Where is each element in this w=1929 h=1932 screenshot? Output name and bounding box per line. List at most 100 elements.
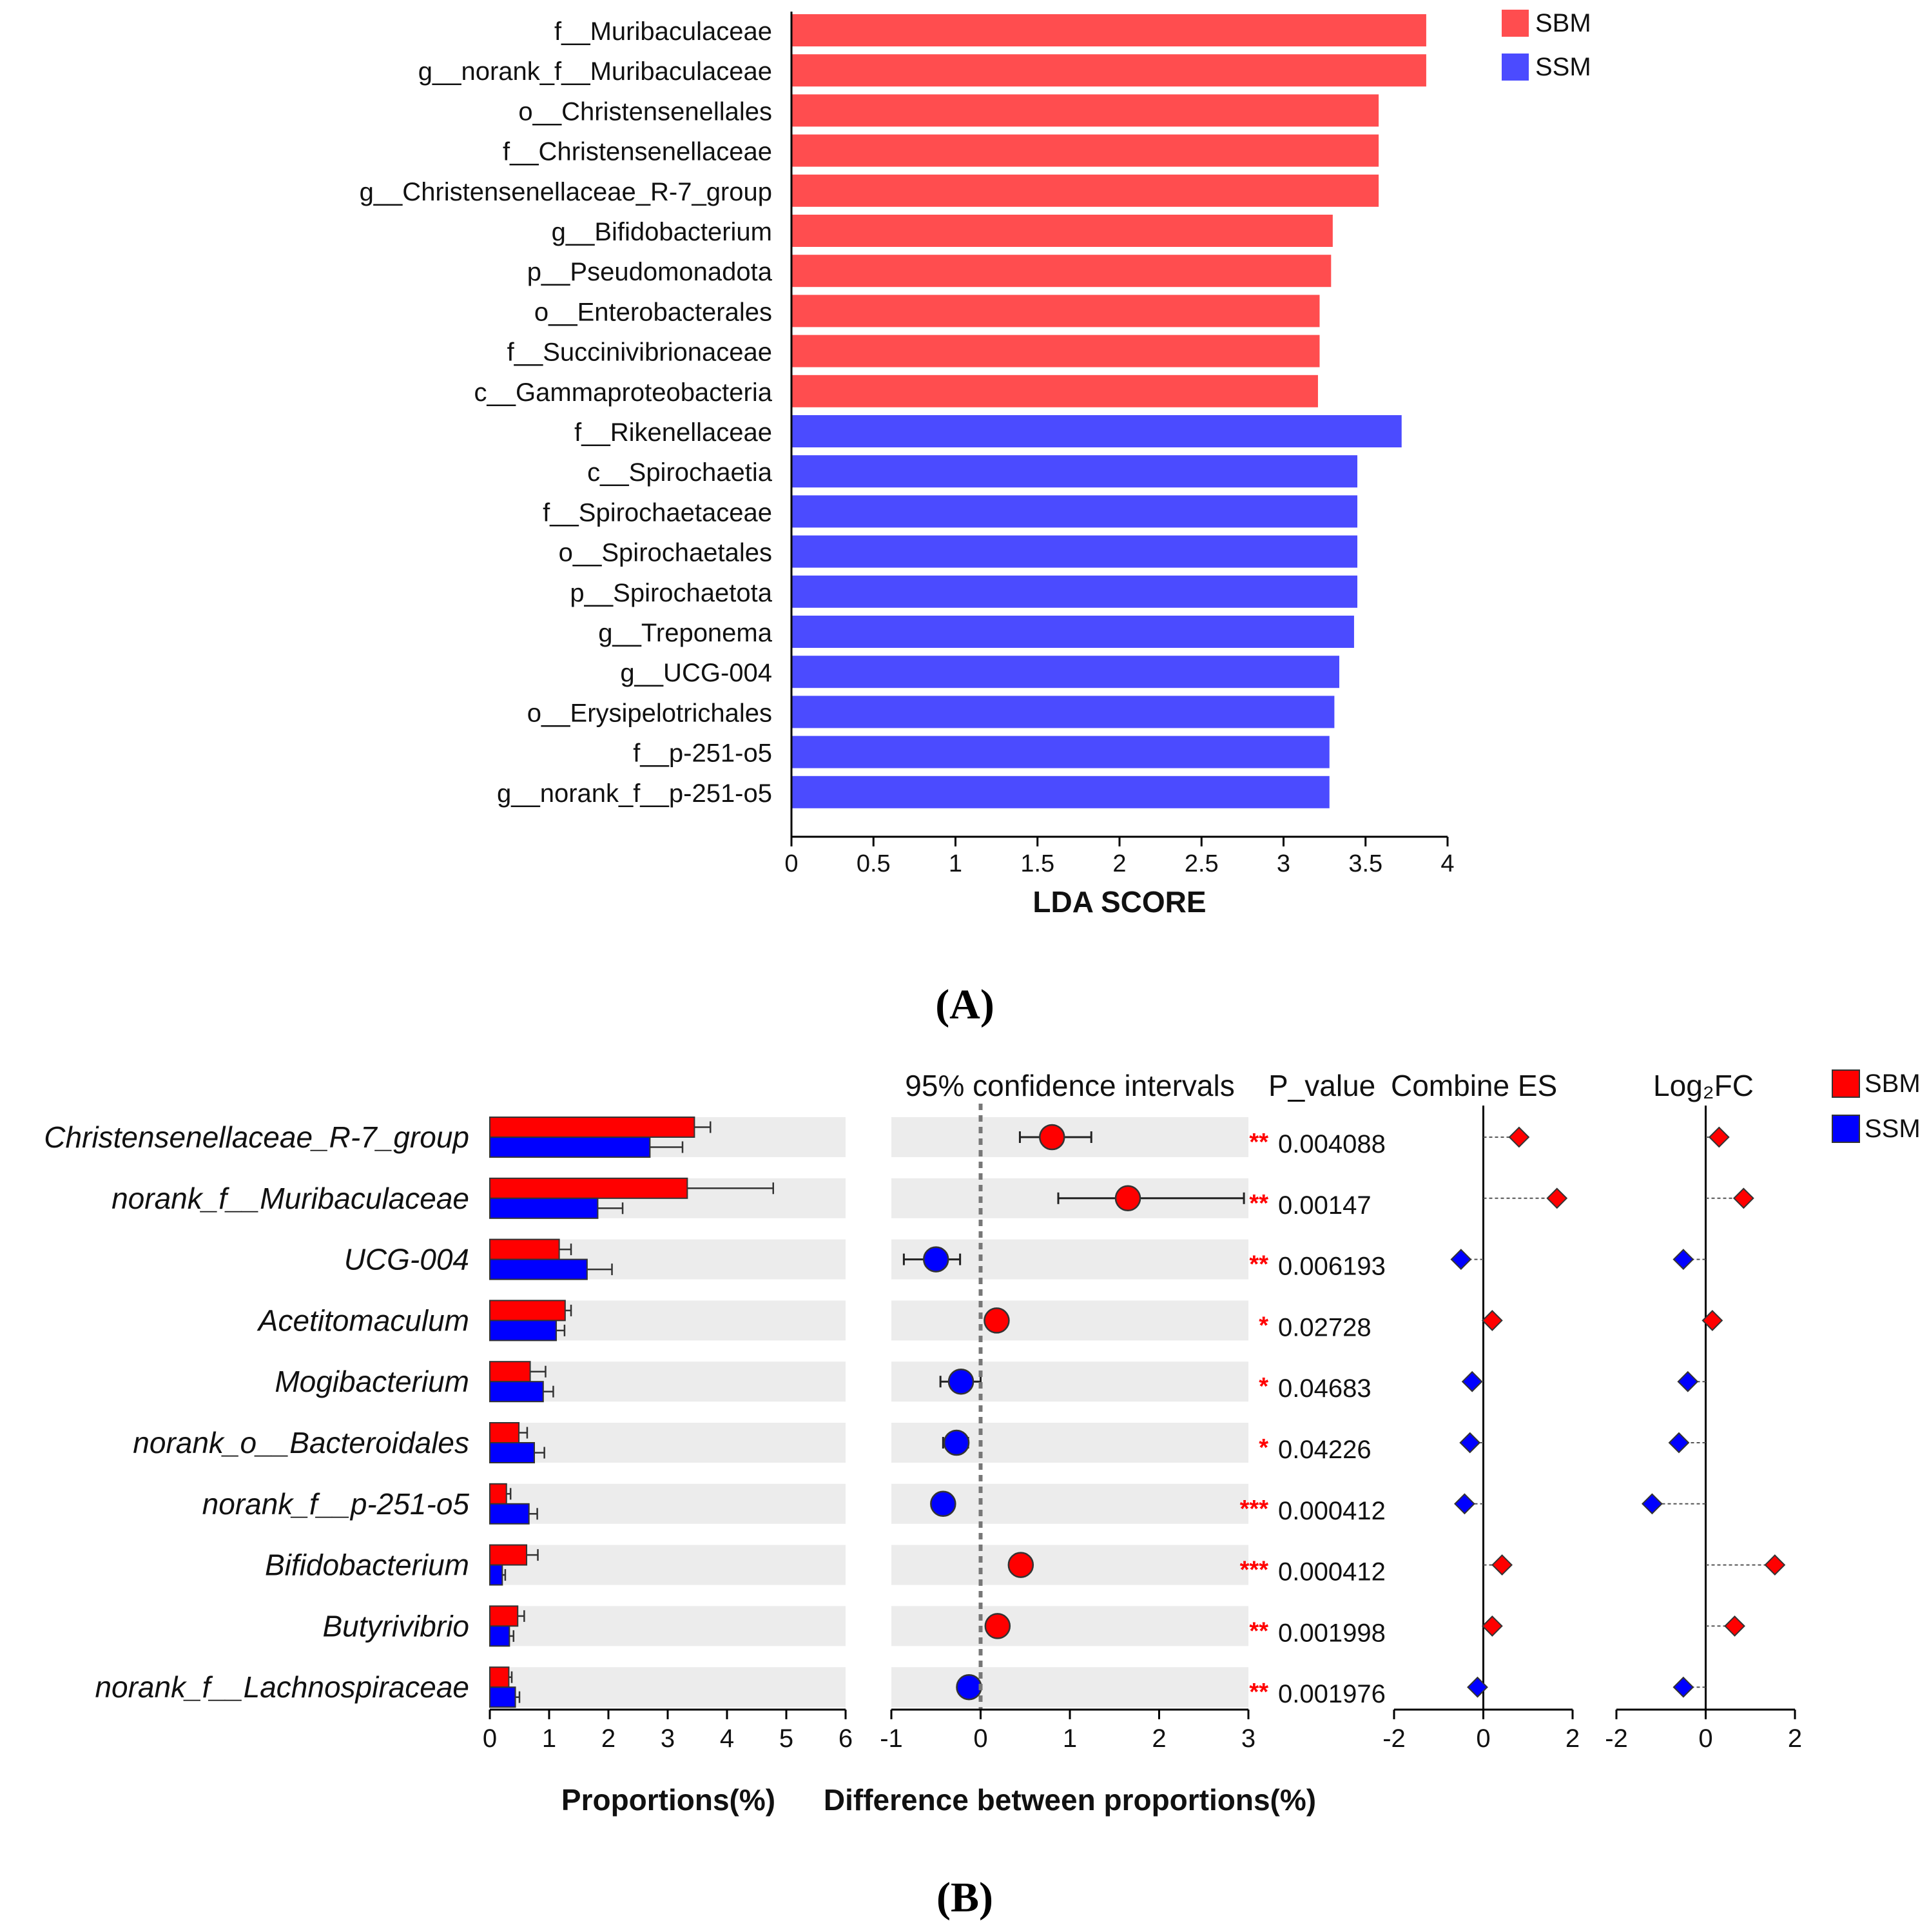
proportion-bar (489, 1666, 510, 1688)
lda-legend: SBM SSM (1502, 9, 1591, 81)
log2fc-x-tick-label: 0 (1698, 1724, 1712, 1753)
lda-category-label: f__Succinivibrionaceae (507, 338, 772, 367)
difference-point (1039, 1124, 1065, 1151)
proportion-bar (489, 1320, 557, 1342)
significance-stars: *** (1240, 1557, 1269, 1584)
panel-b-legend-swatch (1832, 1069, 1860, 1098)
lda-x-tick-label: 3 (1277, 850, 1290, 877)
lda-bar (791, 535, 1358, 568)
significance-stars: ** (1249, 1251, 1268, 1278)
lda-bars (791, 14, 1426, 808)
log2fc-diamond (1724, 1615, 1745, 1637)
lda-x-tick-label: 0.5 (857, 850, 891, 877)
log2fc-diamond (1668, 1432, 1690, 1454)
lda-legend-label: SBM (1535, 9, 1591, 37)
log2fc-diamond (1701, 1309, 1723, 1331)
log2fc-diamond (1641, 1493, 1663, 1515)
panel-b-legend: SBM SSM (1832, 1069, 1921, 1143)
combine-es-diamond (1491, 1554, 1513, 1576)
panel-b-legend-swatch (1832, 1115, 1860, 1143)
difference-points (902, 1104, 1245, 1710)
difference-point (943, 1429, 970, 1456)
lda-category-label: g__norank_f__Muribaculaceae (418, 57, 772, 86)
lda-bar (791, 495, 1358, 528)
lda-bar (791, 174, 1379, 207)
combine-es-x-tick-label: 2 (1565, 1724, 1580, 1753)
lda-category-label: c__Spirochaetia (587, 458, 773, 487)
log2fc-diamond (1732, 1187, 1754, 1209)
p-value: 0.001976 (1278, 1680, 1386, 1708)
lda-category-label: p__Pseudomonadota (527, 258, 773, 286)
proportion-bar (489, 1422, 520, 1443)
lda-category-label: o__Spirochaetales (559, 539, 772, 567)
lda-x-tick-label: 4 (1440, 850, 1454, 877)
genus-label: UCG-004 (344, 1243, 469, 1276)
lda-category-label: f__Christensenellaceae (503, 138, 772, 166)
proportion-row-background (490, 1545, 846, 1585)
proportion-x-tick-label: 0 (483, 1724, 497, 1753)
lda-bar (791, 415, 1402, 447)
p-value: 0.02728 (1278, 1313, 1372, 1342)
lda-legend-swatch (1502, 54, 1529, 81)
lda-bar (791, 295, 1320, 327)
proportion-row-background (490, 1667, 846, 1708)
proportion-bars (489, 1117, 775, 1708)
p-value: 0.00147 (1278, 1191, 1372, 1220)
significance-stars: *** (1240, 1496, 1269, 1523)
genus-label: norank_o__Bacteroidales (133, 1426, 469, 1459)
log2fc-diamond (1764, 1554, 1786, 1576)
proportion-x-axis: 0 1 2 3 4 5 6 (483, 1708, 853, 1753)
combine-es-x-tick-label: 0 (1476, 1724, 1490, 1753)
difference-x-tick-label: 1 (1063, 1724, 1077, 1753)
proportion-bar (489, 1564, 503, 1586)
ci-header: 95% confidence intervals (905, 1069, 1234, 1102)
p-value: 0.04226 (1278, 1436, 1372, 1464)
combine-es-diamond (1459, 1432, 1481, 1454)
lda-bar (791, 134, 1379, 167)
panel-b-label: (B) (936, 1874, 993, 1921)
lda-x-tick-label: 2.5 (1185, 850, 1219, 877)
proportion-x-tick-label: 6 (838, 1724, 853, 1753)
log2fc-diamond (1672, 1249, 1694, 1271)
lda-bar (791, 455, 1358, 488)
log2fc-header: Log₂FC (1653, 1069, 1754, 1102)
lda-category-label: f__Muribaculaceae (554, 17, 772, 46)
genus-label: Christensenellaceae_R-7_group (44, 1120, 469, 1154)
combine-es-diamond (1481, 1615, 1503, 1637)
proportion-bar (489, 1137, 651, 1158)
difference-x-tick-label: 2 (1152, 1724, 1166, 1753)
difference-x-tick-label: -1 (880, 1724, 903, 1753)
lda-bar (791, 14, 1426, 46)
lda-bar (791, 54, 1426, 87)
lda-chart: f__Muribaculaceae g__norank_f__Muribacula… (360, 9, 1591, 919)
proportion-bar (489, 1117, 695, 1138)
combine-es-diamond (1454, 1493, 1475, 1515)
difference-row-background (891, 1667, 1248, 1708)
lda-x-axis-label: LDA SCORE (1032, 885, 1206, 919)
log2fc-panel: -2 0 2 (1605, 1106, 1802, 1753)
difference-point (1114, 1185, 1141, 1212)
panel-b-legend-label: SBM (1865, 1069, 1921, 1098)
difference-x-axis: -1 0 1 2 3 (880, 1708, 1255, 1753)
lda-x-tick-label: 1.5 (1020, 850, 1054, 877)
lda-x-tick-label: 1 (949, 850, 962, 877)
lda-category-label: o__Enterobacterales (534, 298, 772, 326)
lda-bar (791, 575, 1358, 608)
significance-stars: * (1259, 1434, 1268, 1461)
lda-category-label: g__norank_f__p-251-o5 (497, 779, 772, 808)
genus-label: Bifidobacterium (265, 1548, 469, 1582)
lda-bar (791, 776, 1330, 808)
lda-category-label: g__Christensenellaceae_R-7_group (360, 178, 772, 206)
p-value: 0.006193 (1278, 1253, 1386, 1281)
lda-bar (791, 375, 1318, 407)
lda-bar (791, 335, 1320, 367)
proportion-bar (489, 1177, 688, 1199)
significance-stars: ** (1249, 1190, 1268, 1217)
significance-stars: * (1259, 1373, 1268, 1400)
panel-a-label: (A) (935, 981, 994, 1028)
log2fc-diamond (1677, 1371, 1699, 1392)
combine-es-diamond (1461, 1371, 1483, 1392)
proportion-x-tick-label: 2 (601, 1724, 616, 1753)
proportion-bar (489, 1442, 535, 1463)
proportion-x-axis-label: Proportions(%) (561, 1783, 775, 1817)
